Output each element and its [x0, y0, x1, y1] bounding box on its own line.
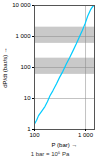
svg-text:P (bar) →: P (bar) →	[52, 142, 78, 148]
svg-text:1: 1	[27, 126, 31, 132]
svg-text:10 000: 10 000	[12, 2, 31, 8]
svg-text:1 000: 1 000	[78, 132, 94, 138]
svg-text:1 000: 1 000	[15, 33, 31, 39]
svg-text:10: 10	[24, 95, 31, 101]
svg-text:100: 100	[20, 64, 31, 70]
svg-text:dP/dt (bar/s) →: dP/dt (bar/s) →	[2, 47, 8, 88]
html-text:1 bar = 10⁵ Pa: 1 bar = 10⁵ Pa	[30, 151, 70, 157]
svg-text:100: 100	[29, 132, 40, 138]
